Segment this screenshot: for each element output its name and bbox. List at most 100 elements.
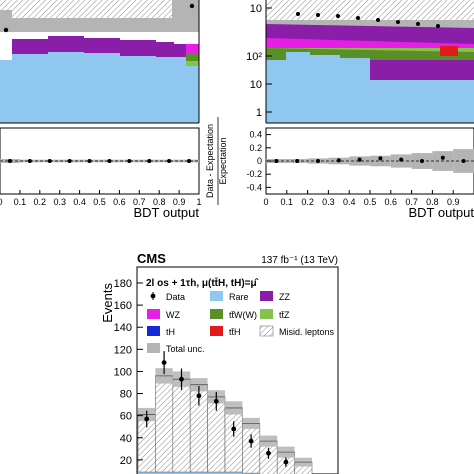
ratio-data-point [87, 159, 92, 163]
b-bin-misid [242, 423, 261, 474]
tr-data-point [296, 12, 300, 16]
b-yaxis-label: Events [100, 283, 115, 323]
b-legend-label: tt̄H [229, 327, 241, 337]
x-tick-label: 0.5 [93, 197, 106, 207]
tr-xaxis-label: BDT output [408, 205, 474, 220]
x-tick-label: 0.1 [281, 197, 294, 207]
b-data-point [283, 459, 289, 465]
tr-misid-area [266, 0, 474, 20]
b-y-tick-label: 20 [120, 455, 132, 467]
b-legend-label: tt̄W(W) [229, 310, 257, 320]
ratio-data-point [461, 159, 466, 163]
x-tick-label: 0.1 [14, 197, 27, 207]
ratio-data-point [7, 159, 12, 163]
tr-data-point [356, 16, 360, 20]
ratio-data-point [420, 159, 424, 163]
x-tick-label: 0.4 [73, 197, 86, 207]
ratio-data-point [274, 159, 279, 163]
tr-data-point [336, 14, 340, 18]
b-data-point [179, 376, 184, 382]
tr-ratio-ylabel-bottom: Expectation [218, 137, 228, 184]
tr-data-point [316, 13, 320, 17]
tr-data-point [416, 22, 420, 26]
tr-y-tick-label: 10² [246, 51, 262, 63]
ratio-data-point [440, 155, 445, 160]
b-legend-label: Rare [229, 292, 249, 302]
x-tick-label: 0.2 [301, 197, 314, 207]
tr-y-tick-label: 10 [250, 79, 262, 91]
x-tick-label: 0 [0, 197, 3, 207]
b-data-point [248, 438, 254, 444]
tr-ratio-content [266, 149, 474, 173]
b-bin-misid [172, 378, 191, 473]
b-legend-label: Total unc. [166, 344, 205, 354]
b-plot-frame [136, 266, 339, 474]
b-bin-rare [207, 472, 225, 474]
b-data-point [213, 398, 219, 404]
tr-ratio-y-tick-labels: 0.4 0.2 0 -0.2 -0.4 [246, 130, 271, 192]
b-y-axis: 180 160 140 120 100 80 60 40 20 [114, 278, 143, 467]
ratio-data-point [127, 159, 132, 163]
b-channel-label: 2l os + 1τh, μ(tt̄H, tH)=μ̂ [146, 277, 259, 289]
ratio-data-point [67, 159, 72, 163]
b-bin-rare [190, 472, 208, 474]
b-bin-rare [172, 472, 191, 474]
b-legend-swatch [259, 325, 274, 337]
b-legend-marker [150, 293, 156, 299]
ratio-unc-bin [370, 155, 391, 167]
b-y-tick-label: 40 [120, 433, 132, 445]
x-tick-label: 0.6 [385, 197, 398, 207]
x-tick-label: 0.8 [153, 197, 166, 207]
b-data-point [161, 360, 167, 365]
tr-zz-lower-area [370, 62, 474, 80]
x-tick-label: 0.8 [426, 197, 439, 207]
b-data-point [231, 426, 237, 432]
b-bin-rare [155, 472, 173, 474]
b-y-tick-label: 120 [114, 344, 132, 356]
b-bin-misid [155, 375, 174, 473]
tl-wz-area [186, 44, 199, 53]
ratio-y-tick-label: 0 [257, 156, 262, 166]
b-y-tick-label: 60 [120, 411, 132, 423]
b-legend-label: WZ [166, 310, 180, 320]
ratio-data-point [399, 157, 404, 162]
b-legend-swatch [210, 326, 223, 336]
x-tick-label: 0.7 [133, 197, 146, 207]
b-data-points [144, 351, 289, 467]
ratio-data-point [167, 159, 172, 163]
b-legend-label: Data [166, 292, 185, 302]
b-legend-swatch [210, 309, 223, 319]
tl-ttz-area [186, 61, 199, 66]
x-tick-label: 0.6 [113, 197, 126, 207]
ratio-data-point [336, 158, 341, 163]
b-legend-label: tH [166, 327, 175, 337]
ratio-data-point [316, 159, 320, 163]
x-tick-label: 0 [263, 197, 268, 207]
top-left-stack [0, 0, 199, 123]
b-legend-label: tt̄Z [279, 310, 290, 320]
tr-data-points [296, 12, 440, 28]
b-legend-label: ZZ [279, 292, 290, 302]
ratio-y-tick-label: 0.4 [249, 130, 262, 140]
b-experiment-label: CMS [137, 251, 166, 266]
b-data-point [266, 450, 271, 456]
b-legend: Data Rare ZZ WZ tt̄W(W) tt̄Z tH tt̄H Misid. lept… [147, 291, 335, 354]
tl-misid-area [12, 0, 172, 18]
b-bin-rare [225, 472, 243, 474]
ratio-y-tick-label: -0.2 [246, 169, 262, 179]
ratio-data-point [378, 156, 383, 161]
top-left-panel: 0 0.1 0.2 0.3 0.4 0.5 0.6 0.7 0.8 0.9 1 BDT output [0, 0, 202, 220]
b-legend-swatch [260, 291, 273, 301]
ratio-data-point [187, 159, 192, 163]
tr-wz-area [266, 38, 474, 48]
x-tick-label: 0.9 [173, 197, 186, 207]
tr-y-tick-label: 10 [250, 3, 262, 15]
ratio-data-point [27, 159, 32, 163]
x-tick-label: 0.4 [343, 197, 356, 207]
ratio-data-point [47, 159, 52, 163]
tr-x-tick-labels: 0 0.1 0.2 0.3 0.4 0.5 0.6 0.7 0.8 0.9 [263, 190, 459, 207]
ratio-y-tick-label: 0.2 [249, 143, 262, 153]
tl-misid-area [0, 0, 12, 10]
x-tick-label: 0.9 [447, 197, 460, 207]
